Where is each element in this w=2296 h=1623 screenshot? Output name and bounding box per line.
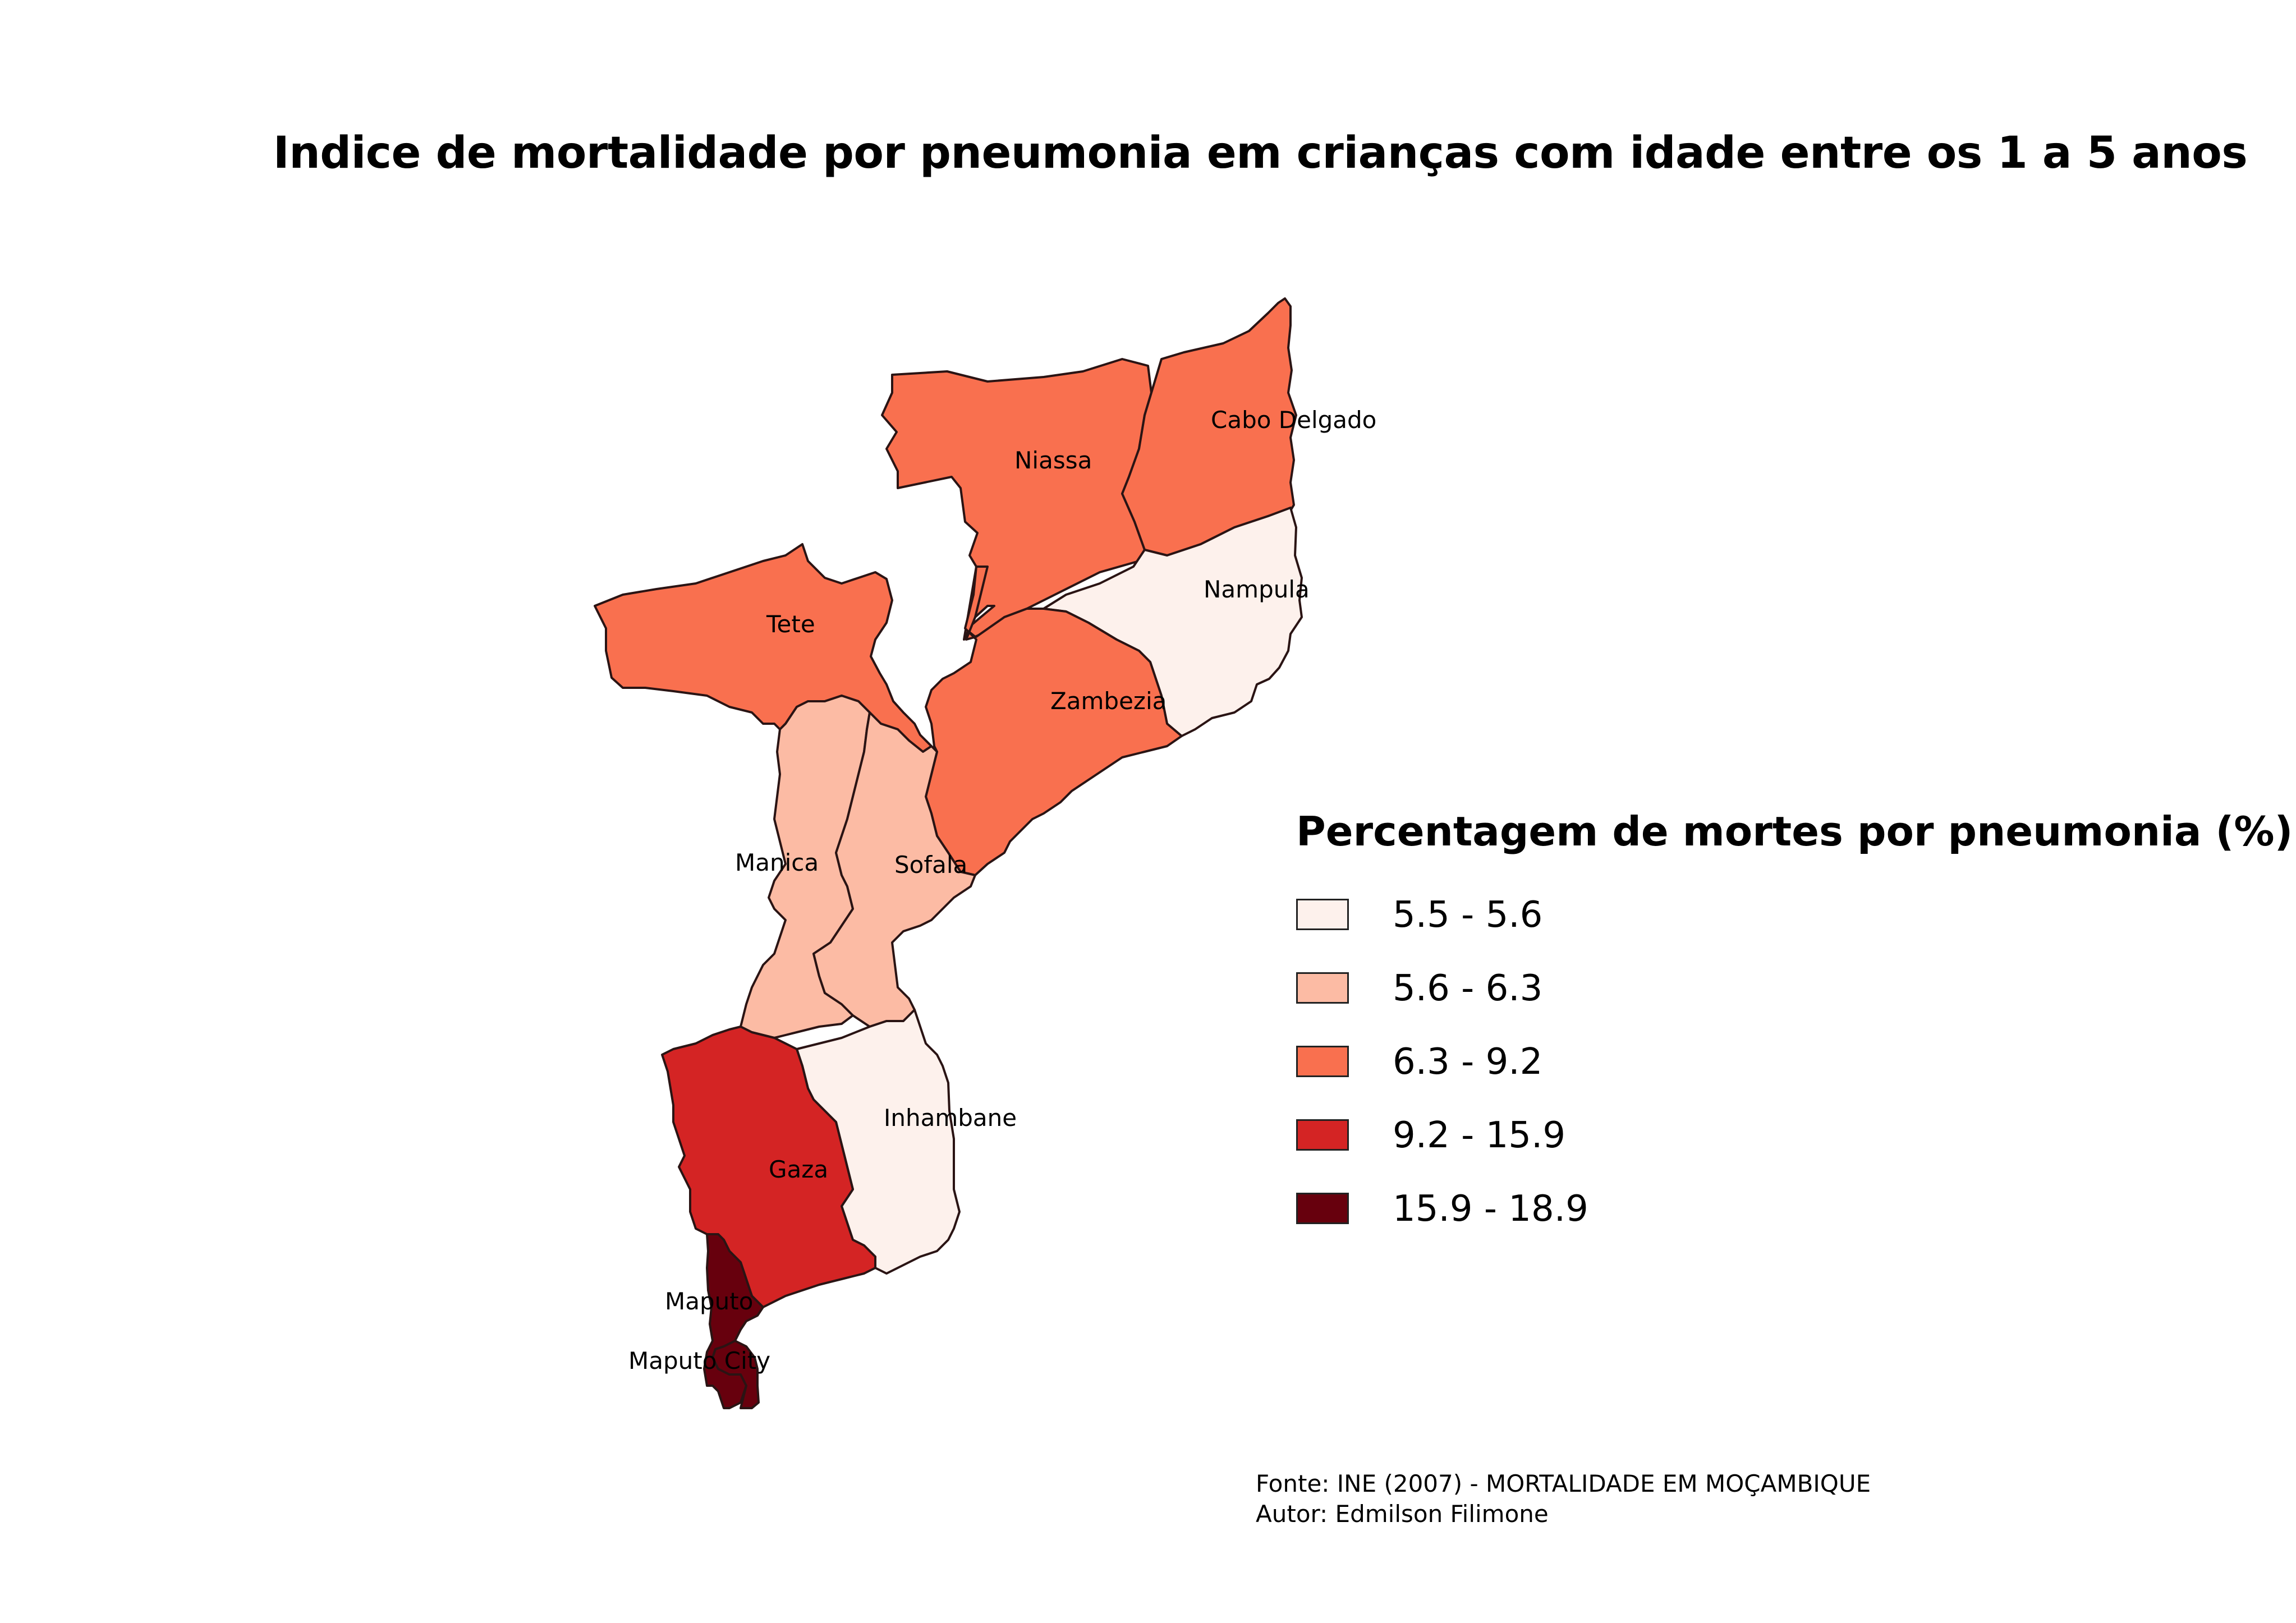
legend-swatch [1296,899,1349,930]
province-tete[interactable] [594,543,933,753]
legend-label: 5.6 - 6.3 [1393,968,1543,1009]
province-maputo-city[interactable] [711,1340,760,1409]
legend-title: Percentagem de mortes por pneumonia (%) [1296,808,2293,855]
source-note: Fonte: INE (2007) - MORTALIDADE EM MOÇAM… [1256,1469,1871,1529]
label-maputo-city: Maputo City [628,1347,770,1374]
province-cabo-delgado[interactable] [1121,297,1297,557]
label-zambezia: Zambezia [1050,687,1167,715]
legend-swatch [1296,1046,1349,1077]
legend-swatch [1296,972,1349,1004]
province-zambezia[interactable] [925,565,1183,876]
author-line: Autor: Edmilson Filimone [1256,1500,1549,1528]
label-gaza: Gaza [769,1156,828,1183]
label-inhambane: Inhambane [884,1104,1017,1132]
legend-swatch [1296,1119,1349,1151]
label-niassa: Niassa [1014,447,1092,474]
legend-label: 9.2 - 15.9 [1393,1115,1566,1156]
legend-swatch [1296,1193,1349,1224]
label-cabo-delgado: Cabo Delgado [1211,406,1376,434]
province-sofala[interactable] [812,711,976,1028]
label-tete: Tete [766,610,815,638]
legend-label: 6.3 - 9.2 [1393,1041,1543,1083]
legend-label: 5.5 - 5.6 [1393,894,1543,936]
label-maputo: Maputo [665,1288,753,1315]
label-nampula: Nampula [1204,576,1310,603]
label-sofala: Sofala [894,851,967,879]
legend: Percentagem de mortes por pneumonia (%) … [1296,808,2293,1230]
map-title: Indice de mortalidade por pneumonia em c… [273,128,2248,178]
legend-label: 15.9 - 18.9 [1393,1188,1588,1230]
source-line: Fonte: INE (2007) - MORTALIDADE EM MOÇAM… [1256,1470,1871,1497]
label-manica: Manica [735,849,819,876]
